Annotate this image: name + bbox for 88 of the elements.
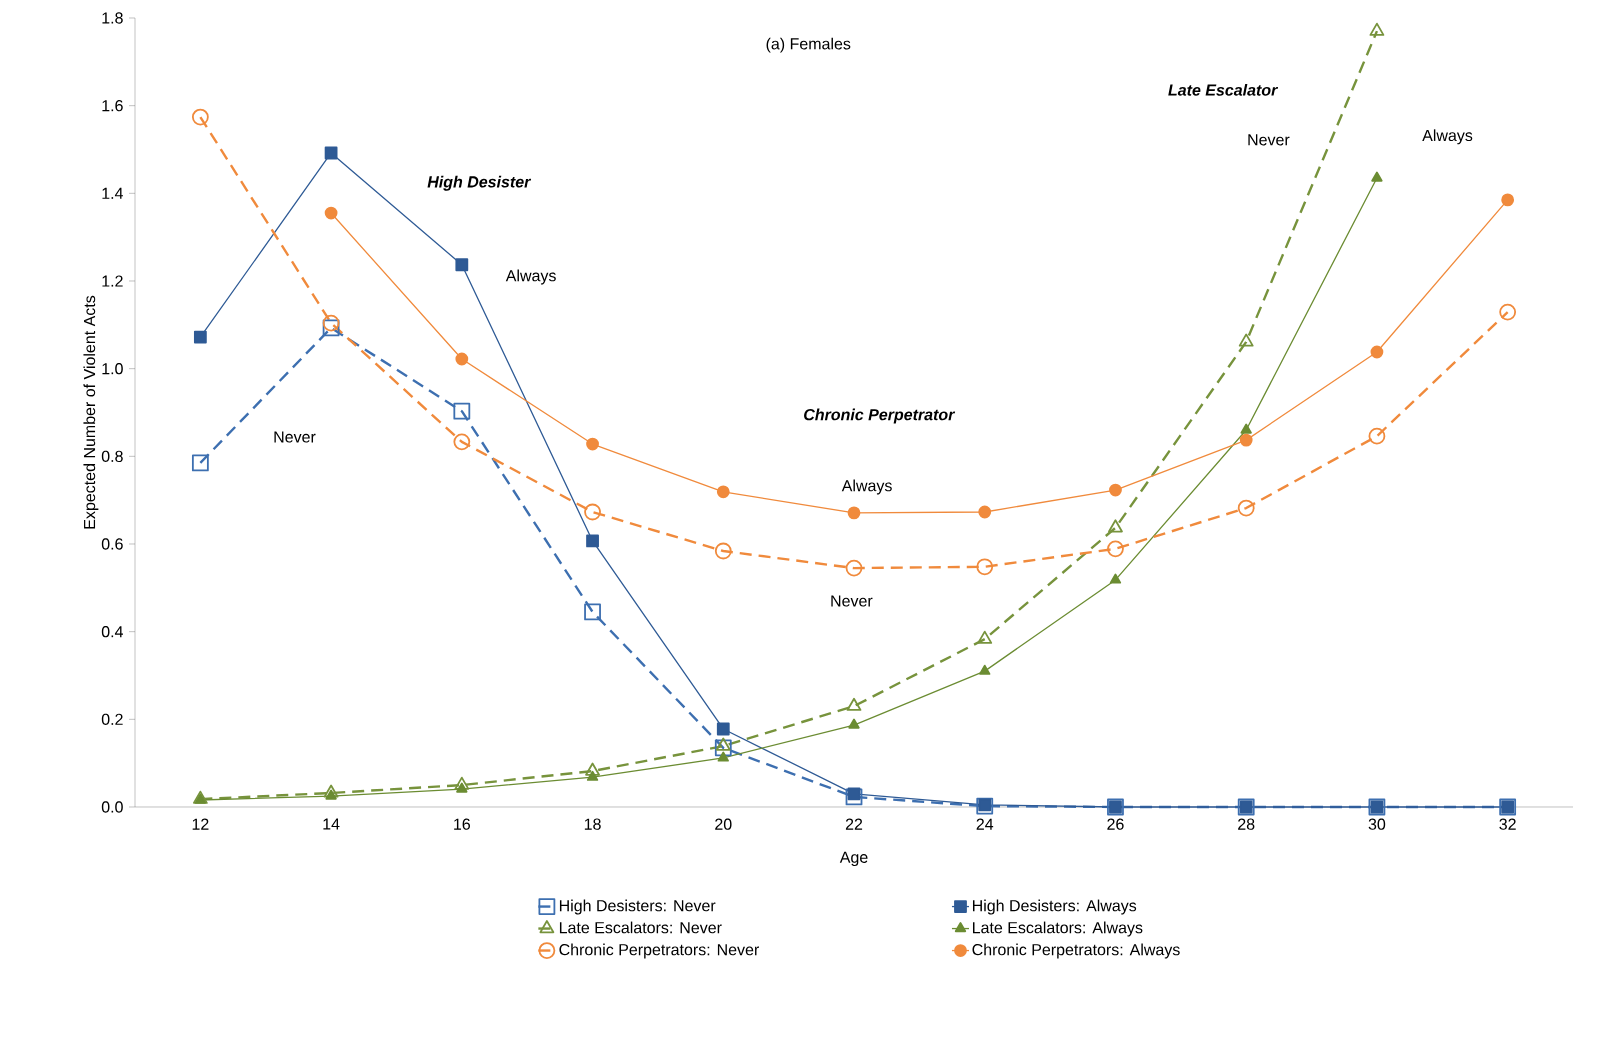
point [453, 402, 471, 420]
point [714, 542, 732, 560]
point [976, 558, 994, 576]
point [584, 603, 601, 621]
x-tick-label: 26 [1107, 818, 1124, 830]
y-tick-label: 1.2 [102, 275, 123, 287]
legend-label: Late Escalators: Never [559, 921, 722, 934]
y-tick-label: 1.4 [102, 187, 123, 199]
point [586, 437, 599, 451]
legend-label: Late Escalators: Always [972, 921, 1143, 937]
point [193, 330, 207, 344]
point [1370, 345, 1384, 359]
point [847, 506, 861, 520]
point [453, 433, 471, 451]
annotation: Always [505, 269, 556, 285]
point [716, 485, 730, 499]
x-tick-label: 32 [1499, 818, 1516, 830]
legend-label: High Desisters: Always [972, 899, 1137, 915]
annotation: Late Escalator [1168, 84, 1279, 96]
point [1109, 483, 1122, 497]
point [1109, 573, 1122, 584]
legend-label: High Desisters: Never [559, 899, 716, 915]
point [716, 722, 730, 736]
point [847, 787, 861, 801]
point [1237, 499, 1255, 517]
point [1501, 193, 1515, 207]
annotation: Always [1422, 129, 1473, 145]
point [323, 784, 339, 798]
x-tick-label: 12 [192, 818, 209, 830]
point [717, 751, 729, 762]
point [585, 762, 600, 776]
point [455, 352, 469, 366]
point [322, 319, 340, 337]
point [714, 739, 732, 757]
point [715, 737, 731, 751]
point [978, 505, 992, 519]
point [325, 789, 337, 800]
point [1499, 303, 1517, 321]
x-tick-label: 18 [584, 818, 601, 830]
y-tick-label: 0.2 [101, 713, 123, 725]
point [454, 776, 470, 790]
point [1371, 171, 1383, 182]
annotation: Never [831, 595, 873, 607]
x-tick-label: 20 [715, 818, 732, 830]
legend-label: Chronic Perpetrators: Always [972, 943, 1180, 959]
point [1239, 433, 1253, 447]
point [322, 314, 340, 332]
y-tick-label: 1.8 [102, 12, 123, 24]
point [1368, 427, 1386, 445]
x-axis-title: Age [839, 851, 868, 867]
point [846, 697, 862, 711]
annotation: Never [274, 431, 316, 443]
point [1238, 333, 1254, 347]
point [191, 108, 209, 126]
point [979, 664, 991, 675]
point [1240, 423, 1252, 434]
x-tick-label: 30 [1368, 818, 1386, 830]
point [324, 206, 338, 220]
point [848, 718, 860, 729]
y-tick-label: 1.6 [102, 100, 123, 112]
legend-label: Chronic Perpetrators: Never [559, 943, 760, 959]
point [1108, 519, 1123, 533]
point [977, 630, 993, 644]
y-tick-label: 0.4 [101, 626, 123, 638]
y-tick-label: 0.8 [101, 450, 123, 462]
y-tick-label: 0.0 [101, 801, 123, 813]
point [845, 788, 863, 806]
y-tick-label: 0.6 [101, 538, 123, 550]
x-tick-label: 22 [845, 818, 863, 830]
point [1107, 540, 1124, 558]
x-tick-label: 28 [1238, 818, 1255, 830]
x-tick-label: 14 [323, 818, 340, 830]
point [456, 782, 468, 793]
annotation: High Desister [427, 175, 532, 191]
y-axis-title: Expected Number of Violent Acts [83, 295, 99, 529]
point [455, 258, 469, 272]
point [191, 454, 209, 472]
annotation: Chronic Perpetrator [804, 408, 956, 424]
text: (a) Females [766, 37, 851, 53]
x-tick-label: 16 [454, 818, 471, 830]
annotation: Always [841, 479, 892, 495]
y-tick-label: 1.0 [102, 363, 123, 375]
x-tick-label: 24 [976, 818, 994, 830]
annotation: Never [1248, 134, 1290, 146]
point [586, 534, 599, 548]
point [586, 770, 599, 781]
point [845, 559, 863, 577]
point [584, 503, 601, 521]
